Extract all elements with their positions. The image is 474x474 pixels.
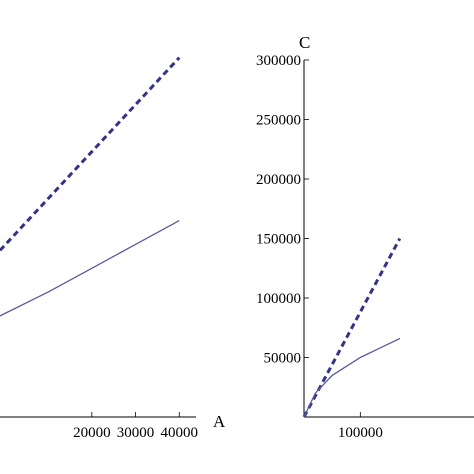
left-panel: 20000 30000 40000 A <box>0 56 226 441</box>
left-x-axis-title: A <box>213 412 226 431</box>
left-x-tick-label: 30000 <box>117 425 155 441</box>
right-y-tick-label: 250000 <box>256 113 301 129</box>
right-y-tick-label: 200000 <box>256 172 301 188</box>
left-x-tick-label: 20000 <box>73 425 111 441</box>
right-y-axis-title: C <box>299 33 310 52</box>
right-y-tick-label: 50000 <box>264 351 302 367</box>
left-series <box>0 56 181 317</box>
right-y-tick-label: 300000 <box>256 53 301 69</box>
right-y-tick-label: 150000 <box>256 232 301 248</box>
right-series <box>302 237 402 418</box>
right-panel: 50000 100000 150000 200000 250000 300000 1000… <box>256 33 474 441</box>
left-series-dashed-line <box>0 56 181 252</box>
left-series-solid-line <box>0 220 180 317</box>
right-x-tick-label: 100000 <box>338 425 383 441</box>
right-x-ticks: 100000 <box>338 412 383 441</box>
left-x-ticks: 20000 30000 40000 <box>73 412 198 441</box>
right-y-tick-label: 100000 <box>256 291 301 307</box>
right-series-dashed-line <box>302 237 402 418</box>
left-x-tick-label: 40000 <box>161 425 199 441</box>
right-y-ticks: 50000 100000 150000 200000 250000 300000 <box>256 53 309 367</box>
right-series-solid-line <box>303 337 401 418</box>
